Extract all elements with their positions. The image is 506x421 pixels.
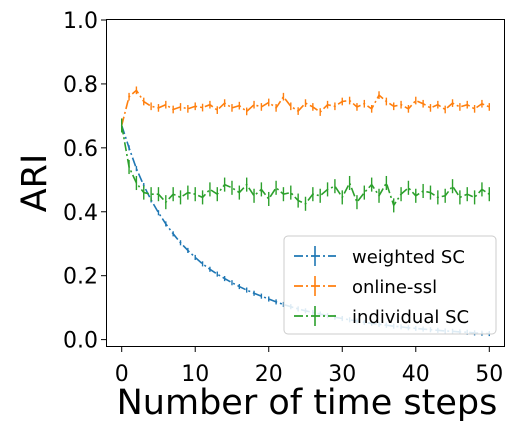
x-tick-label: 20 [255, 362, 283, 387]
y-tick-label: 0.0 [63, 329, 98, 354]
legend-box [283, 235, 497, 335]
y-tick-label: 1.0 [63, 9, 98, 34]
y-tick-label: 0.4 [63, 201, 98, 226]
series-individual-sc [120, 118, 490, 213]
y-axis-label: ARI [15, 154, 55, 213]
y-tick-label: 0.6 [63, 137, 98, 162]
series-online-ssl [120, 86, 490, 130]
ticks-layer: 0 10 20 30 40 50 0.0 0.2 0.4 0.6 0.8 1.0 [63, 9, 503, 387]
x-tick-label: 0 [115, 362, 129, 387]
axes-layer [106, 19, 505, 347]
x-tick-label: 50 [475, 362, 503, 387]
y-tick-label: 0.8 [63, 73, 98, 98]
x-tick-label: 30 [328, 362, 356, 387]
legend: weighted SC online-ssl individual SC [283, 235, 497, 335]
x-axis-label: Number of time steps [117, 383, 498, 421]
legend-label: weighted SC [352, 247, 465, 268]
x-tick-label: 40 [402, 362, 430, 387]
series-line [120, 125, 490, 208]
y-tick-label: 0.2 [63, 265, 98, 290]
series-line [120, 89, 490, 126]
legend-label: individual SC [352, 307, 469, 328]
plot-frame [106, 19, 505, 347]
legend-label: online-ssl [352, 277, 437, 298]
x-tick-label: 10 [181, 362, 209, 387]
